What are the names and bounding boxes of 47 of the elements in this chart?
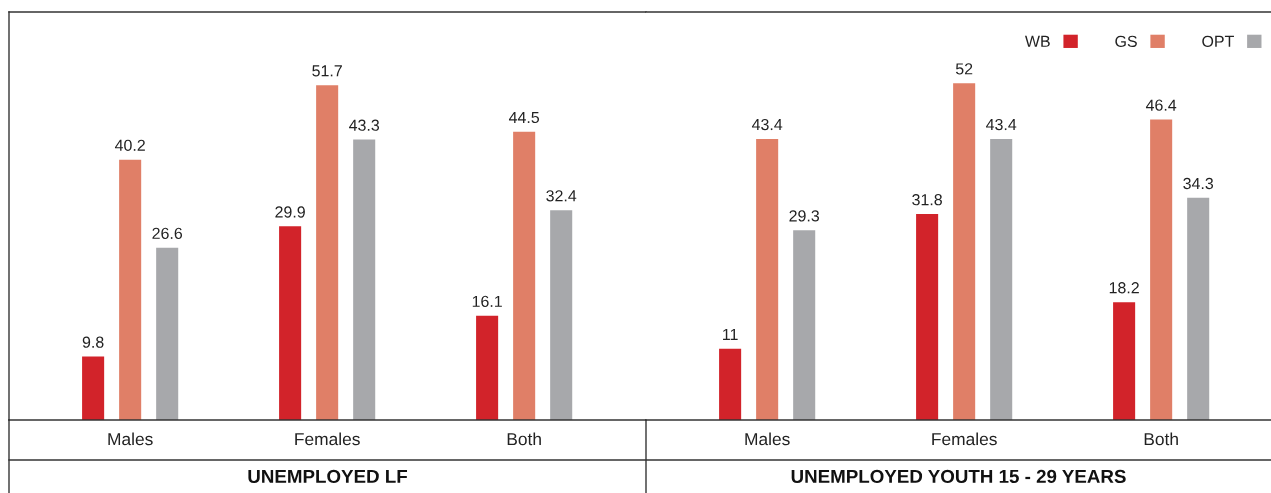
data-label: 29.3 [789,210,820,222]
data-label: 16.1 [472,295,502,308]
data-label: 29.9 [275,206,305,218]
x-tick-label: Females [932,432,997,446]
bar [316,85,339,420]
bar [82,356,105,420]
bar [1150,119,1173,420]
bar [719,348,742,420]
x-axis-title: UNEMPLOYED YOUTH 15 - 29 YEARS [791,469,1126,484]
bar [156,247,179,420]
bar [1113,302,1136,420]
bar [513,131,536,420]
data-label: 34.3 [1183,177,1214,190]
bar [793,230,816,420]
bar [353,139,376,420]
data-label: 26.6 [152,227,183,240]
data-label: 43.3 [349,119,380,131]
bar [1187,197,1210,420]
legend-label: GS [1115,35,1137,48]
bar [550,210,573,420]
x-tick-label: Females [295,432,360,446]
x-tick-label: Males [108,432,153,446]
data-label: 46.4 [1145,99,1177,111]
data-label: 32.4 [546,190,577,202]
bar [953,83,976,420]
data-label: 40.2 [114,139,145,151]
data-label: 18.2 [1109,282,1139,294]
x-tick-label: Both [1144,432,1178,446]
x-tick-label: Both [507,432,541,446]
data-label: 52 [955,63,973,75]
bar [476,315,499,420]
data-label: 9.8 [82,336,104,348]
data-label: 44.5 [508,111,540,124]
bar [279,226,302,420]
bar [119,159,142,420]
x-tick-label: Males [745,432,790,446]
bar [756,138,779,420]
data-label: 31.8 [912,194,942,206]
data-label: 43.4 [986,118,1017,131]
x-axis-title: UNEMPLOYED LF [248,469,408,484]
legend-label: OPT [1202,35,1234,48]
bar [916,214,939,420]
data-label: 51.7 [312,65,342,77]
data-label: 43.4 [751,118,783,131]
data-label: 11 [723,328,738,340]
legend-label: WB [1024,35,1050,47]
bar [990,138,1013,420]
